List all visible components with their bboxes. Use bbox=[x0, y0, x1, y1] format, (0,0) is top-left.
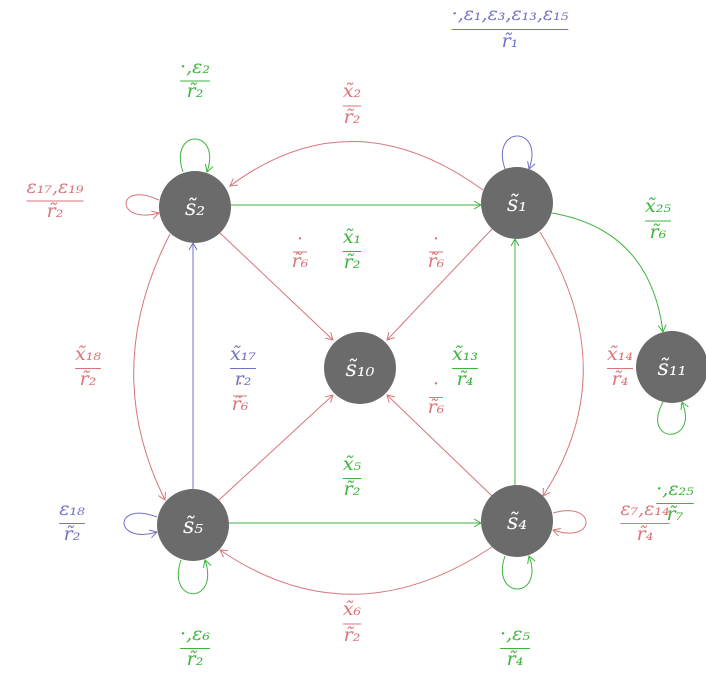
edge-label-numerator: ε₁₇,ε₁₉ bbox=[27, 176, 84, 198]
edge bbox=[133, 233, 171, 501]
edge-label-denominator: r̃₂ bbox=[344, 478, 361, 500]
edge-label-denominator: r̃₂ bbox=[344, 624, 361, 646]
edge bbox=[219, 232, 334, 341]
edge bbox=[125, 194, 160, 220]
edge-label-denominator: r̃₄ bbox=[637, 523, 654, 545]
edge bbox=[219, 546, 493, 595]
state-node bbox=[636, 331, 706, 403]
edge-label-denominator: r̃₆ bbox=[428, 250, 445, 272]
edge-label-denominator: r₂ bbox=[235, 368, 252, 390]
state-node bbox=[159, 171, 231, 243]
edge-label-denominator: r̃₆ bbox=[292, 250, 309, 272]
edge-label-denominator: r̃₂ bbox=[187, 80, 204, 102]
edge-label-numerator: ε₇,ε₁₄ bbox=[620, 498, 669, 520]
edge bbox=[123, 512, 158, 539]
edge-label-numerator: ·,ε₅ bbox=[500, 623, 530, 645]
node-label: s̃₁₁ bbox=[658, 356, 687, 381]
node-label: s̃₁₀ bbox=[346, 357, 375, 382]
edge bbox=[551, 212, 667, 333]
edge bbox=[539, 231, 584, 497]
edge-label-denominator: r̃₆ bbox=[232, 393, 249, 415]
node-label: s̃₅ bbox=[183, 514, 203, 539]
edge-label-numerator: x̃₁₈ bbox=[75, 343, 101, 365]
edge-label-denominator: r̃₆ bbox=[428, 396, 445, 418]
edge-label-denominator: r̃₂ bbox=[47, 200, 64, 222]
edge-label-numerator: ·,ε₂ bbox=[180, 56, 210, 78]
edge-label-numerator: ·,ε₆ bbox=[180, 623, 210, 645]
edge-label-numerator: x̃₆ bbox=[343, 598, 362, 620]
edge-label-numerator: x̃₂ bbox=[343, 80, 361, 102]
edge-label-numerator: x̃₂₅ bbox=[645, 195, 671, 217]
node-label: s̃₄ bbox=[507, 510, 527, 535]
edge-label-numerator: x̃₅ bbox=[343, 453, 362, 475]
edge-label-denominator: r̃₁ bbox=[502, 30, 519, 52]
edge-label-denominator: r̃₄ bbox=[612, 368, 629, 390]
edge-label-numerator: · bbox=[297, 228, 303, 250]
edge-label-numerator: x̃₁₃ bbox=[452, 343, 478, 365]
edge bbox=[502, 555, 536, 590]
edge-label-denominator: r̃₇ bbox=[667, 503, 684, 525]
state-node bbox=[157, 489, 229, 561]
edge-label-denominator: r̃₂ bbox=[344, 106, 361, 128]
edge bbox=[386, 228, 493, 341]
edge-label-denominator: r̃₂ bbox=[187, 648, 204, 670]
edge bbox=[657, 401, 689, 435]
state-node bbox=[324, 332, 396, 404]
edge bbox=[177, 559, 212, 595]
edge-label-denominator: r̃₄ bbox=[507, 648, 524, 670]
edge-label-numerator: x̃₁₇ bbox=[230, 343, 256, 365]
edge-label-numerator: x̃₁₄ bbox=[607, 343, 633, 365]
edge-label-denominator: r̃₆ bbox=[650, 221, 667, 243]
state-node bbox=[481, 485, 553, 557]
state-node bbox=[481, 167, 553, 239]
edge-label-numerator: x̃₁ bbox=[343, 226, 361, 248]
edge-label-numerator: ·,ε₁,ε₃,ε₁₃,ε₁₅ bbox=[452, 3, 569, 25]
edge bbox=[229, 141, 484, 191]
edge-label-denominator: r̃₄ bbox=[457, 368, 474, 390]
node-label: s̃₂ bbox=[185, 196, 205, 221]
edge bbox=[218, 394, 334, 501]
edge-label-numerator: · bbox=[433, 373, 439, 395]
edge-label-numerator: ·,ε₂₅ bbox=[656, 478, 694, 500]
edge-label-denominator: r̃₂ bbox=[344, 251, 361, 273]
edge-label-numerator: · bbox=[433, 228, 439, 250]
edge bbox=[386, 394, 493, 497]
edge bbox=[552, 510, 587, 537]
edge-label-numerator: ε₁₈ bbox=[59, 498, 85, 520]
edge bbox=[179, 138, 214, 173]
edge-label-numerator: · bbox=[237, 373, 243, 395]
node-label: s̃₁ bbox=[507, 192, 527, 217]
edge-label-denominator: r̃₂ bbox=[64, 523, 81, 545]
edge-label-denominator: r̃₂ bbox=[80, 368, 97, 390]
edge bbox=[502, 135, 536, 170]
